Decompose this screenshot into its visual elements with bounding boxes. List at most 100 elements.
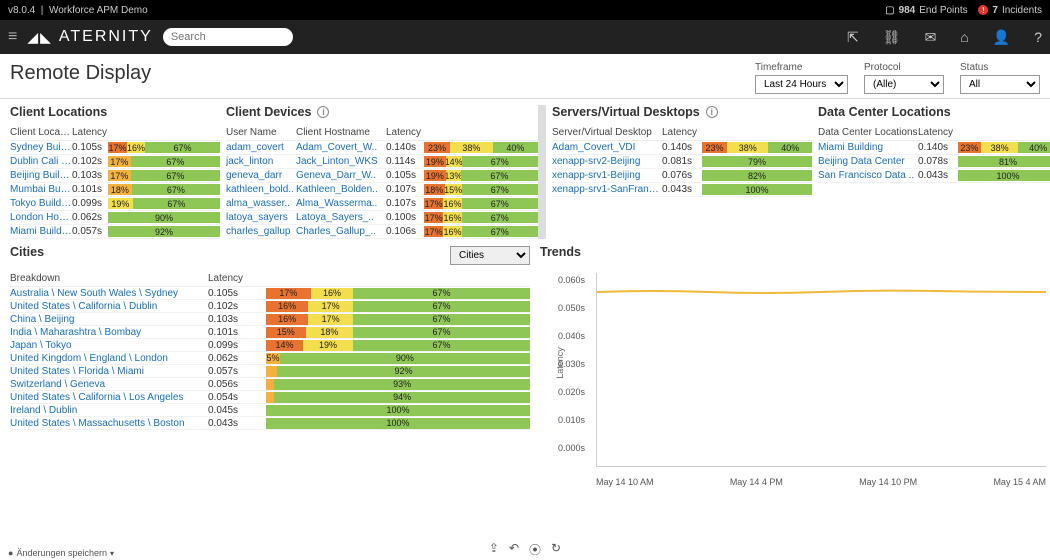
location-link[interactable]: Beijing Buildi.. (10, 170, 72, 181)
latency-bar: 90% (108, 212, 220, 223)
col-server: Server/Virtual Desktop (552, 127, 662, 138)
status-select[interactable]: All (960, 75, 1040, 94)
table-row[interactable]: adam_covertAdam_Covert_W..0.140s23%38%40… (226, 141, 538, 155)
user-link[interactable]: alma_wasser.. (226, 198, 296, 209)
table-row[interactable]: London House0.062s90% (10, 211, 220, 225)
pause-icon[interactable]: ⦿ (529, 541, 541, 558)
table-row[interactable]: xenapp-srv1-SanFrancis..0.043s100% (552, 183, 812, 197)
table-row[interactable]: Mumbai Build..0.101s18%67% (10, 183, 220, 197)
export-icon[interactable]: ⇱ (847, 29, 859, 46)
undo-icon[interactable]: ↶ (509, 541, 519, 558)
table-row[interactable]: United States \ California \ Dublin0.102… (10, 300, 530, 313)
table-row[interactable]: India \ Maharashtra \ Bombay0.101s15%18%… (10, 326, 530, 339)
user-link[interactable]: adam_covert (226, 142, 296, 153)
city-link[interactable]: Switzerland \ Geneva (10, 379, 208, 390)
location-link[interactable]: Mumbai Build.. (10, 184, 72, 195)
table-row[interactable]: Dublin Cali B..0.102s17%67% (10, 155, 220, 169)
server-link[interactable]: xenapp-srv1-Beijing (552, 170, 662, 181)
user-link[interactable]: latoya_sayers (226, 212, 296, 223)
footer-save[interactable]: ●Änderungen speichern▾ (8, 548, 114, 558)
menu-icon[interactable]: ≡ (8, 28, 17, 46)
table-row[interactable]: United Kingdom \ England \ London0.062s5… (10, 352, 530, 365)
latency-bar: 93% (266, 379, 530, 390)
latency-bar: 92% (266, 366, 530, 377)
city-link[interactable]: United States \ California \ Dublin (10, 301, 208, 312)
table-row[interactable]: kathleen_bold..Kathleen_Bolden..0.107s18… (226, 183, 538, 197)
host-link[interactable]: Geneva_Darr_W.. (296, 170, 386, 181)
search-icon[interactable]: ⌕ (280, 30, 287, 45)
user-icon[interactable]: 👤 (993, 29, 1010, 46)
table-row[interactable]: jack_lintonJack_Linton_WKS0.114s19%14%67… (226, 155, 538, 169)
host-link[interactable]: Jack_Linton_WKS (296, 156, 386, 167)
host-link[interactable]: Latoya_Sayers_.. (296, 212, 386, 223)
user-link[interactable]: charles_gallup (226, 226, 296, 237)
table-row[interactable]: Australia \ New South Wales \ Sydney0.10… (10, 287, 530, 300)
scrollbar[interactable] (538, 105, 546, 239)
city-link[interactable]: India \ Maharashtra \ Bombay (10, 327, 208, 338)
search-input[interactable] (163, 28, 293, 46)
cities-select[interactable]: Cities (450, 246, 530, 265)
table-row[interactable]: Miami Building0.057s92% (10, 225, 220, 239)
info-icon[interactable]: i (706, 106, 718, 118)
dc-link[interactable]: Miami Building (818, 142, 918, 153)
server-link[interactable]: Adam_Covert_VDI (552, 142, 662, 153)
help-icon[interactable]: ? (1034, 29, 1042, 45)
table-row[interactable]: United States \ Massachusetts \ Boston0.… (10, 417, 530, 430)
latency-value: 0.056s (208, 379, 266, 390)
city-link[interactable]: China \ Beijing (10, 314, 208, 325)
timeframe-select[interactable]: Last 24 Hours (755, 75, 848, 94)
host-link[interactable]: Charles_Gallup_.. (296, 226, 386, 237)
location-link[interactable]: Tokyo Building (10, 198, 72, 209)
table-row[interactable]: Sydney Buildi..0.105s17%16%67% (10, 141, 220, 155)
dc-link[interactable]: Beijing Data Center (818, 156, 918, 167)
latency-value: 0.101s (208, 327, 266, 338)
table-row[interactable]: latoya_sayersLatoya_Sayers_..0.100s17%16… (226, 211, 538, 225)
table-row[interactable]: United States \ Florida \ Miami0.057s92% (10, 365, 530, 378)
table-row[interactable]: Adam_Covert_VDI0.140s23%38%40% (552, 141, 812, 155)
city-link[interactable]: United States \ Massachusetts \ Boston (10, 418, 208, 429)
location-link[interactable]: London House (10, 212, 72, 223)
city-link[interactable]: United States \ California \ Los Angeles (10, 392, 208, 403)
table-row[interactable]: Japan \ Tokyo0.099s14%19%67% (10, 339, 530, 352)
table-row[interactable]: Switzerland \ Geneva0.056s93% (10, 378, 530, 391)
brand-logo[interactable]: ◢◣ ATERNITY (27, 28, 152, 46)
table-row[interactable]: San Francisco Data ..0.043s100% (818, 169, 1050, 183)
refresh-icon[interactable]: ↻ (551, 541, 561, 558)
mail-icon[interactable]: ✉ (925, 29, 937, 46)
location-link[interactable]: Miami Building (10, 226, 72, 237)
table-row[interactable]: China \ Beijing0.103s16%17%67% (10, 313, 530, 326)
host-link[interactable]: Kathleen_Bolden.. (296, 184, 386, 195)
home-icon[interactable]: ⌂ (960, 29, 968, 45)
table-row[interactable]: Ireland \ Dublin0.045s100% (10, 404, 530, 417)
table-row[interactable]: Beijing Data Center0.078s81% (818, 155, 1050, 169)
protocol-select[interactable]: (Alle) (864, 75, 944, 94)
city-link[interactable]: United Kingdom \ England \ London (10, 353, 208, 364)
user-link[interactable]: kathleen_bold.. (226, 184, 296, 195)
latency-value: 0.105s (386, 170, 424, 181)
host-link[interactable]: Adam_Covert_W.. (296, 142, 386, 153)
table-row[interactable]: alma_wasser..Alma_Wasserma..0.107s17%16%… (226, 197, 538, 211)
table-row[interactable]: xenapp-srv2-Beijing0.081s79% (552, 155, 812, 169)
table-row[interactable]: geneva_darrGeneva_Darr_W..0.105s19%13%67… (226, 169, 538, 183)
server-link[interactable]: xenapp-srv1-SanFrancis.. (552, 184, 662, 195)
user-link[interactable]: jack_linton (226, 156, 296, 167)
table-row[interactable]: United States \ California \ Los Angeles… (10, 391, 530, 404)
table-row[interactable]: charles_gallupCharles_Gallup_..0.106s17%… (226, 225, 538, 239)
info-icon[interactable]: i (317, 106, 329, 118)
city-link[interactable]: Japan \ Tokyo (10, 340, 208, 351)
table-row[interactable]: Beijing Buildi..0.103s17%67% (10, 169, 220, 183)
server-link[interactable]: xenapp-srv2-Beijing (552, 156, 662, 167)
city-link[interactable]: Australia \ New South Wales \ Sydney (10, 288, 208, 299)
dc-link[interactable]: San Francisco Data .. (818, 170, 918, 181)
table-row[interactable]: xenapp-srv1-Beijing0.076s82% (552, 169, 812, 183)
host-link[interactable]: Alma_Wasserma.. (296, 198, 386, 209)
table-row[interactable]: Tokyo Building0.099s19%67% (10, 197, 220, 211)
user-link[interactable]: geneva_darr (226, 170, 296, 181)
location-link[interactable]: Sydney Buildi.. (10, 142, 72, 153)
table-row[interactable]: Miami Building0.140s23%38%40% (818, 141, 1050, 155)
link-icon[interactable]: ⛓ (883, 29, 901, 46)
city-link[interactable]: Ireland \ Dublin (10, 405, 208, 416)
share-icon[interactable]: ⇪ (489, 541, 499, 558)
city-link[interactable]: United States \ Florida \ Miami (10, 366, 208, 377)
location-link[interactable]: Dublin Cali B.. (10, 156, 72, 167)
